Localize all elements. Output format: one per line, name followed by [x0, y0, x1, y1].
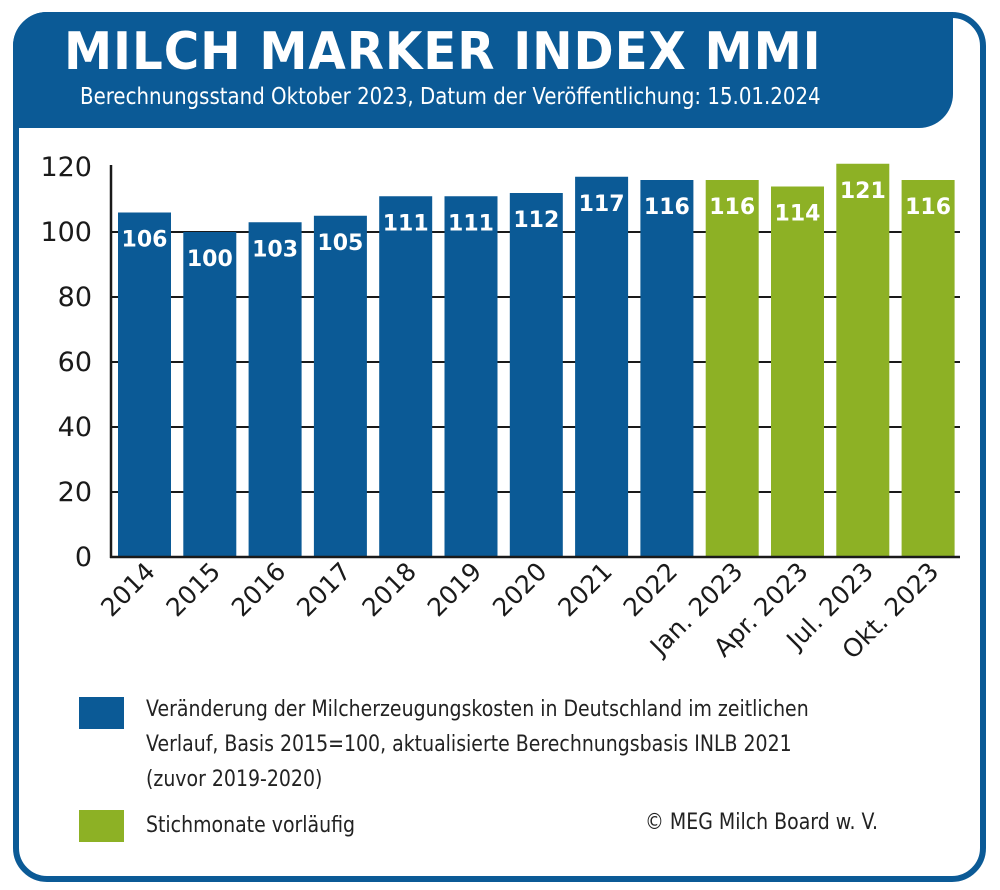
y-tick-label: 20: [58, 477, 92, 508]
x-tick-label: 2021: [552, 557, 617, 622]
x-tick-label: 2014: [95, 557, 160, 622]
data-label: 106: [122, 228, 168, 253]
copyright-notice: © MEG Milch Board w. V.: [645, 810, 879, 835]
y-tick-label: 40: [58, 412, 92, 443]
x-tick-label: 2020: [487, 557, 552, 622]
legend-swatch-provisional: [79, 810, 124, 842]
bar-2017: [313, 215, 367, 557]
x-tick-labels: 2014 2015 2016 2017 2018 2019 2020 2021 2022Jan.…: [95, 557, 944, 665]
bar-2021: [575, 176, 629, 557]
data-label: 117: [579, 192, 625, 217]
bar-jan-2023: [705, 180, 759, 557]
axes: [109, 165, 960, 559]
bars: [118, 163, 955, 557]
data-label: 116: [905, 195, 951, 220]
legend-label-final-line-1: Veränderung der Milcherzeugungskosten in…: [146, 697, 809, 722]
bar-2019: [444, 196, 498, 557]
data-label: 100: [187, 247, 233, 272]
chart-subtitle: Berechnungsstand Oktober 2023, Datum der…: [80, 84, 821, 110]
bar-jul-2023: [836, 163, 890, 557]
bar-2016: [248, 222, 302, 557]
bar-2014: [118, 212, 171, 557]
chart-title: MILCH MARKER INDEX MMI: [64, 22, 822, 82]
y-tick-labels: 0 20 40 60 80 100 120: [40, 152, 92, 573]
bar-chart: 0 20 40 60 80 100 120 2014 2015 2016 2017 2018 2019…: [40, 152, 960, 665]
legend-swatch-final: [79, 697, 124, 729]
data-label: 105: [317, 231, 363, 256]
x-tick-label: 2017: [291, 557, 356, 622]
x-tick-label: 2016: [226, 557, 291, 622]
data-label: 114: [775, 202, 821, 227]
x-tick-label: 2015: [161, 557, 226, 622]
data-label: 103: [252, 237, 298, 262]
y-tick-label: 120: [40, 152, 92, 183]
data-labels: 106 100 103 105 111 111 112 117 116 116 114 121 116: [122, 179, 952, 272]
bar-2020: [509, 193, 563, 557]
legend-label-final-line-3: (zuvor 2019-2020): [146, 767, 323, 792]
bar-okt-2023: [901, 180, 955, 557]
legend-label-provisional: Stichmonate vorläufig: [146, 813, 356, 838]
legend-label-final-line-2: Verlauf, Basis 2015=100, aktualisierte B…: [146, 732, 792, 757]
data-label: 112: [513, 208, 559, 233]
bar-2022: [640, 180, 694, 557]
bar-2015: [183, 232, 237, 557]
data-label: 111: [383, 211, 429, 236]
y-tick-label: 100: [40, 217, 92, 248]
y-tick-label: 0: [75, 542, 92, 573]
bar-2018: [379, 196, 433, 557]
x-tick-label: 2018: [356, 557, 421, 622]
y-tick-label: 60: [58, 347, 92, 378]
data-label: 111: [448, 211, 494, 236]
bar-apr-2023: [771, 186, 824, 557]
header-band: [13, 12, 953, 128]
data-label: 116: [709, 195, 755, 220]
x-tick-label: 2019: [422, 557, 487, 622]
data-label: 121: [840, 179, 886, 204]
y-tick-label: 80: [58, 282, 92, 313]
data-label: 116: [644, 195, 690, 220]
